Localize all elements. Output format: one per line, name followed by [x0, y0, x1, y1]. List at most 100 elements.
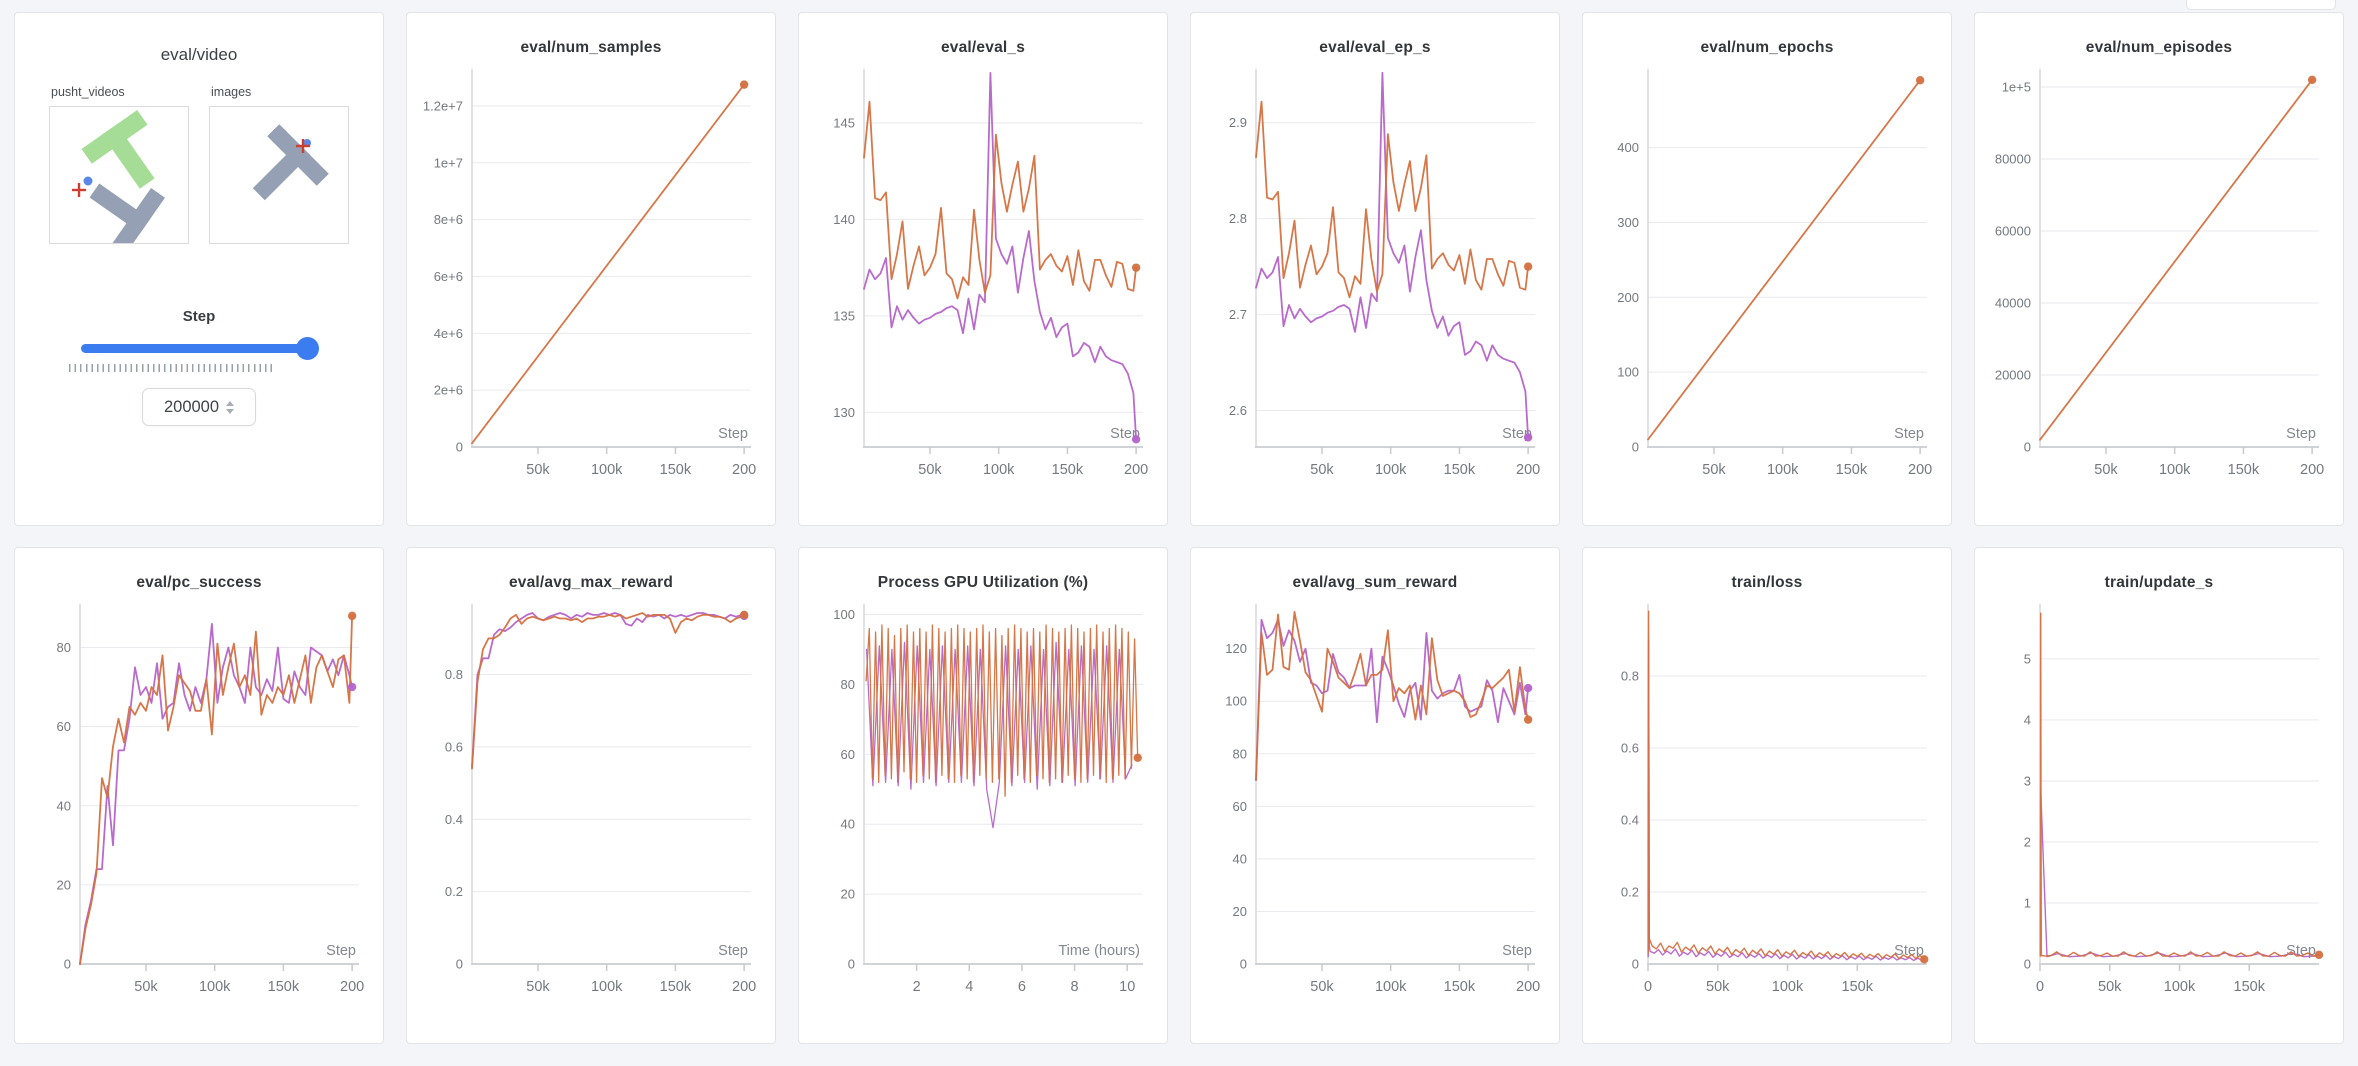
slider-tick-marks	[69, 364, 273, 372]
svg-text:150k: 150k	[660, 462, 692, 478]
svg-text:50k: 50k	[526, 462, 550, 478]
svg-text:400: 400	[1617, 140, 1639, 155]
chart-plot[interactable]: 0 100 200 300 400 50k 100k 150k 200 Step	[1594, 57, 1940, 495]
chart-plot[interactable]: 0 0.2 0.4 0.6 0.8 0 50k 100k 150k Step	[1594, 592, 1940, 1012]
stepper-arrows-icon[interactable]	[226, 400, 235, 414]
svg-text:0: 0	[2024, 957, 2031, 972]
svg-text:135: 135	[833, 308, 855, 323]
svg-text:80: 80	[841, 677, 855, 692]
svg-text:60000: 60000	[1995, 224, 2031, 239]
pusht-video-thumbnail[interactable]	[49, 106, 189, 254]
svg-text:0.2: 0.2	[445, 884, 463, 899]
chart-plot[interactable]: 0 2e+6 4e+6 6e+6 8e+6 1e+7 1.2e+7 50k 100k 150k 20…	[418, 57, 764, 495]
goal-cross-icon	[72, 183, 86, 197]
svg-text:50k: 50k	[2094, 462, 2118, 478]
cutoff-card-top-right	[2186, 0, 2336, 10]
gray-t-shape	[252, 124, 329, 201]
svg-text:120: 120	[1225, 641, 1247, 656]
panel-eval-video: eval/video pusht_videos	[14, 12, 384, 526]
svg-text:1: 1	[2024, 895, 2031, 910]
slider-track[interactable]	[81, 344, 317, 353]
svg-text:4e+6: 4e+6	[434, 326, 463, 341]
svg-text:0: 0	[848, 957, 855, 972]
chart-title: Process GPU Utilization (%)	[877, 574, 1089, 591]
step-slider[interactable]	[81, 337, 319, 361]
svg-text:2.6: 2.6	[1229, 403, 1247, 418]
svg-text:60: 60	[841, 747, 855, 762]
svg-text:2.9: 2.9	[1229, 115, 1247, 130]
svg-text:200: 200	[732, 979, 756, 995]
svg-text:50k: 50k	[918, 462, 942, 478]
svg-text:2.8: 2.8	[1229, 211, 1247, 226]
svg-text:150k: 150k	[1052, 462, 1084, 478]
chart-title: eval/num_epochs	[1700, 39, 1834, 56]
svg-text:60: 60	[1233, 799, 1247, 814]
svg-text:50k: 50k	[2098, 979, 2122, 995]
svg-text:2: 2	[913, 979, 921, 995]
svg-text:6e+6: 6e+6	[434, 269, 463, 284]
svg-text:140: 140	[833, 212, 855, 227]
svg-text:100k: 100k	[199, 979, 231, 995]
panel-eval-eval-s: eval/eval_s 130 135 140 145 50k 100k 150k 200 St…	[798, 12, 1168, 526]
svg-text:2.7: 2.7	[1229, 307, 1247, 322]
svg-text:Step: Step	[1502, 943, 1532, 959]
chart-plot[interactable]: 0 20000 40000 60000 80000 1e+5 50k 100k 150k 200 S…	[1986, 57, 2332, 495]
step-slider-label: Step	[182, 308, 216, 325]
svg-text:100: 100	[833, 607, 855, 622]
svg-text:100k: 100k	[1767, 462, 1799, 478]
step-control: Step 200000	[29, 308, 369, 426]
svg-text:Step: Step	[2286, 426, 2316, 442]
svg-text:0.6: 0.6	[1621, 741, 1639, 756]
svg-text:0: 0	[456, 957, 463, 972]
step-number-input[interactable]: 200000	[142, 388, 256, 426]
svg-text:150k: 150k	[2234, 979, 2266, 995]
svg-text:100k: 100k	[2159, 462, 2191, 478]
slider-thumb[interactable]	[296, 337, 319, 360]
step-down-icon[interactable]	[226, 408, 235, 414]
svg-text:200: 200	[340, 979, 364, 995]
svg-text:1e+5: 1e+5	[2002, 80, 2031, 95]
svg-text:4: 4	[2024, 712, 2031, 727]
gray-t-shape	[89, 183, 165, 254]
svg-text:100k: 100k	[591, 979, 623, 995]
svg-text:8e+6: 8e+6	[434, 212, 463, 227]
svg-text:200: 200	[2300, 462, 2324, 478]
svg-text:Step: Step	[1894, 426, 1924, 442]
chart-plot[interactable]: 0 20 40 60 80 50k 100k 150k 200 Step	[26, 592, 372, 1012]
svg-text:Step: Step	[2286, 943, 2316, 959]
svg-text:50k: 50k	[134, 979, 158, 995]
chart-plot[interactable]: 0 20 40 60 80 100 120 50k 100k 150k 200 Step	[1202, 592, 1548, 1012]
chart-title: train/loss	[1731, 574, 1803, 591]
panel-eval-num-samples: eval/num_samples 0 2e+6 4e+6 6e+6 8e+6 1e+7 1.…	[406, 12, 776, 526]
svg-text:6: 6	[1018, 979, 1026, 995]
images-thumbnail[interactable]	[209, 106, 349, 244]
panel-eval-num-epochs: eval/num_epochs 0 100 200 300 400 50k 100k 150k…	[1582, 12, 1952, 526]
svg-text:130: 130	[833, 405, 855, 420]
svg-text:Step: Step	[718, 943, 748, 959]
svg-text:200: 200	[1516, 462, 1540, 478]
svg-text:150k: 150k	[660, 979, 692, 995]
chart-plot[interactable]: 0 20 40 60 80 100 2 4 6 8 10 Time (hours)	[810, 592, 1156, 1012]
svg-text:0: 0	[1240, 957, 1247, 972]
svg-text:20: 20	[841, 887, 855, 902]
svg-text:0: 0	[64, 957, 71, 972]
svg-text:0: 0	[2024, 440, 2031, 455]
svg-text:150k: 150k	[2228, 462, 2260, 478]
pusht-image	[252, 124, 329, 201]
svg-text:100: 100	[1617, 365, 1639, 380]
svg-text:20000: 20000	[1995, 368, 2031, 383]
goal-cross-icon	[296, 139, 310, 153]
chart-plot[interactable]: 0 1 2 3 4 5 0 50k 100k 150k Step	[1986, 592, 2332, 1012]
svg-text:300: 300	[1617, 215, 1639, 230]
step-up-icon[interactable]	[226, 400, 235, 406]
svg-text:0: 0	[1644, 979, 1652, 995]
svg-text:100k: 100k	[591, 462, 623, 478]
svg-text:0.6: 0.6	[445, 739, 463, 754]
svg-text:50k: 50k	[1310, 979, 1334, 995]
chart-plot[interactable]: 0 0.2 0.4 0.6 0.8 50k 100k 150k 200 Step	[418, 592, 764, 1012]
svg-text:0: 0	[1632, 957, 1639, 972]
svg-text:40000: 40000	[1995, 296, 2031, 311]
